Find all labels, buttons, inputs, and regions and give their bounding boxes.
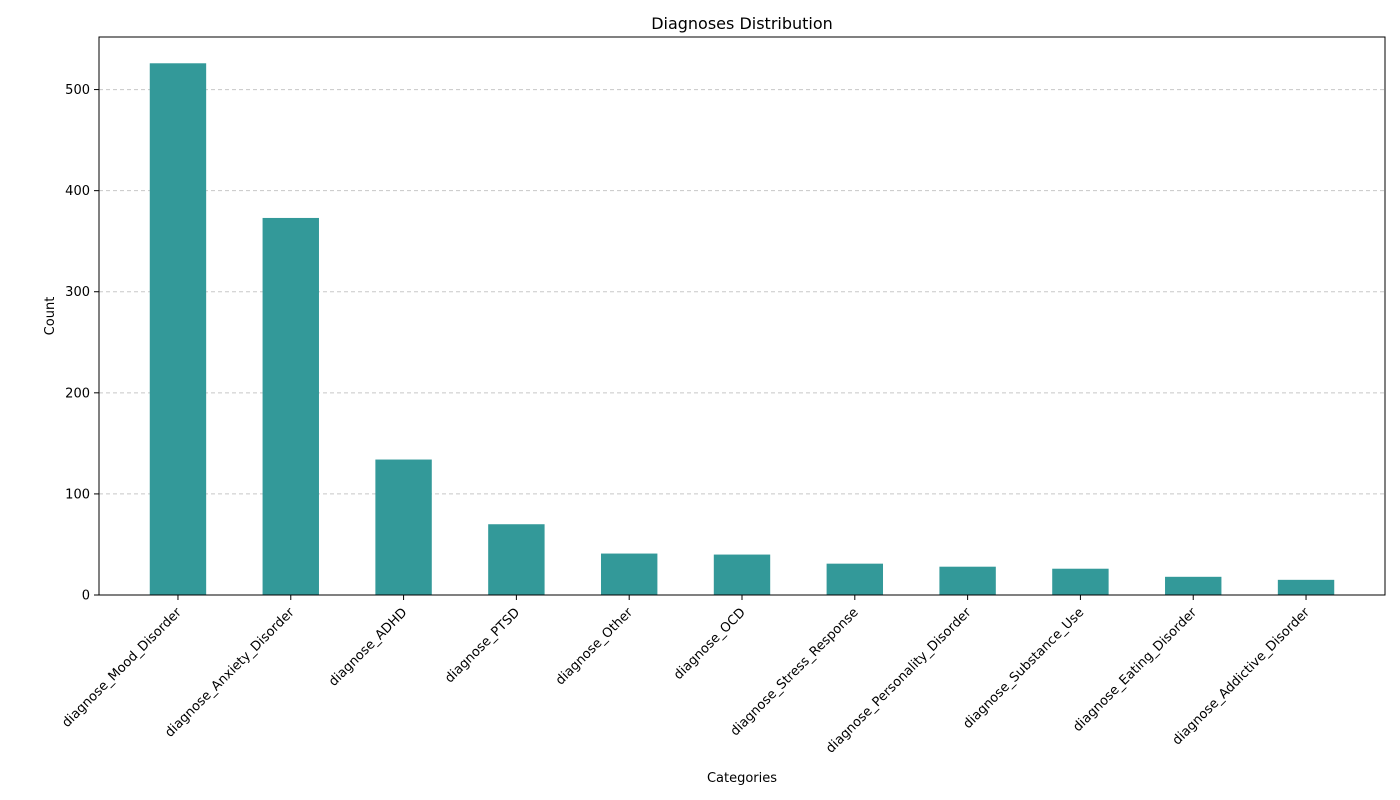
bar-diagnose-anxiety-disorder [262, 217, 319, 595]
y-axis: 0 100 200 300 400 500 [65, 83, 99, 604]
y-tick-label: 300 [65, 285, 90, 300]
x-tick-label: diagnose_PTSD [442, 605, 523, 686]
bar-diagnose-adhd [375, 459, 432, 595]
bars [149, 63, 1335, 596]
y-tick-label: 100 [65, 487, 90, 502]
x-axis-title: Categories [707, 771, 777, 786]
x-tick-label: diagnose_Stress_Response [728, 605, 862, 739]
x-tick-label: diagnose_Mood_Disorder [59, 605, 185, 731]
x-tick-label: diagnose_Eating_Disorder [1070, 605, 1200, 735]
bar-diagnose-stress-response [826, 563, 884, 595]
y-axis-title: Count [43, 297, 58, 336]
y-tick-label: 0 [82, 589, 90, 604]
bar-diagnose-mood-disorder [149, 63, 207, 596]
bar-diagnose-eating-disorder [1165, 576, 1222, 595]
bar-diagnose-other [600, 553, 658, 595]
x-tick-label: diagnose_Anxiety_Disorder [162, 605, 298, 741]
y-tick-label: 500 [65, 83, 90, 98]
grid-lines [99, 89, 1385, 495]
bar-diagnose-substance-use [1052, 568, 1109, 595]
x-tick-label: diagnose_OCD [671, 605, 749, 683]
bar-diagnose-ptsd [488, 524, 545, 595]
bar-diagnose-addictive-disorder [1277, 579, 1335, 595]
bar-diagnose-ocd [713, 554, 771, 595]
x-tick-label: diagnose_Substance_Use [960, 605, 1087, 732]
bar-diagnose-personality-disorder [939, 566, 996, 595]
x-tick-label: diagnose_ADHD [326, 605, 410, 689]
x-tick-label: diagnose_Other [553, 605, 637, 689]
y-tick-label: 400 [65, 184, 90, 199]
chart-title: Diagnoses Distribution [651, 14, 833, 33]
x-tick-label: diagnose_Addictive_Disorder [1170, 605, 1314, 749]
y-tick-label: 200 [65, 386, 90, 401]
x-axis: diagnose_Mood_Disorderdiagnose_Anxiety_D… [59, 595, 1313, 756]
